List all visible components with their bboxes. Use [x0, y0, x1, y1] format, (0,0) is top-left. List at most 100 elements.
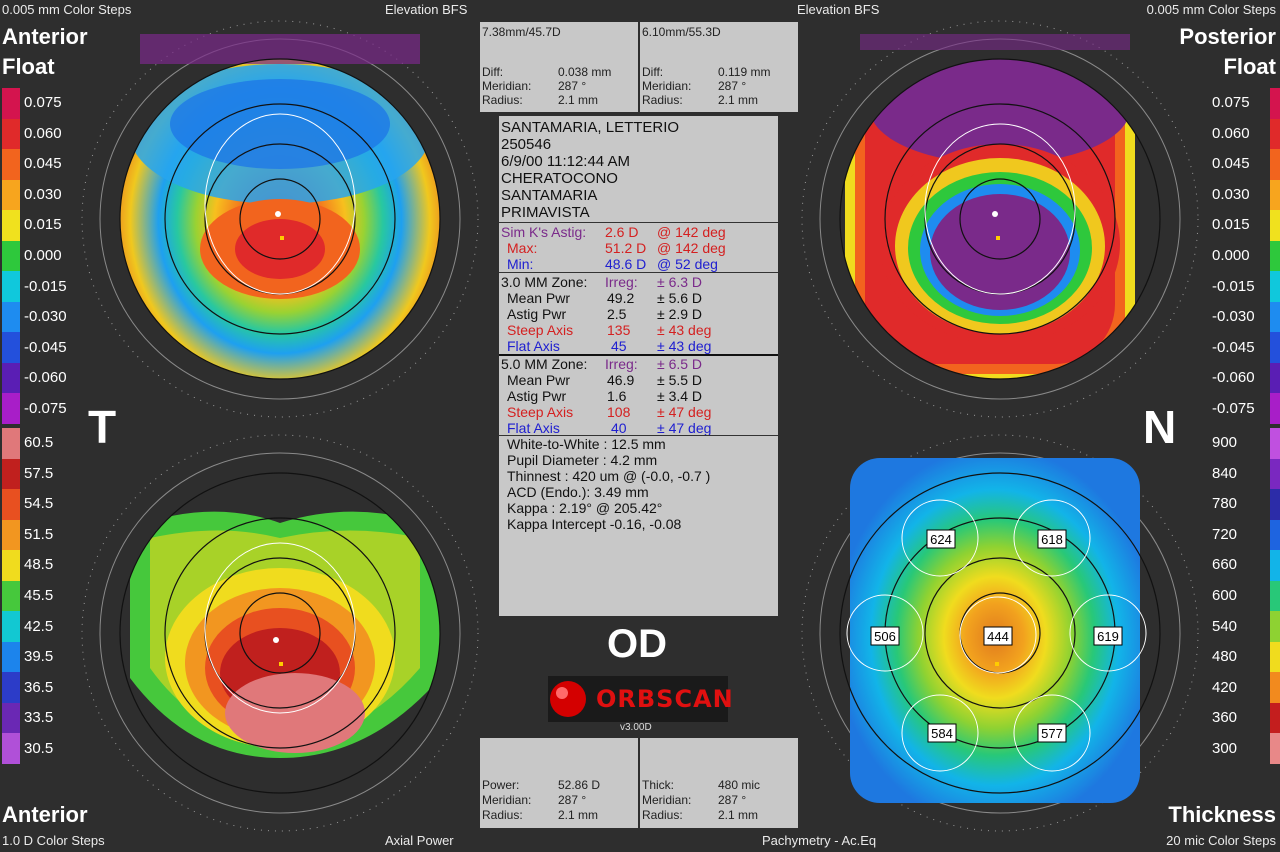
posterior-bfs-head: 6.10mm/55.3D [642, 25, 721, 39]
anterior-power-color-scale: 60.5 57.5 54.5 51.5 48.5 45.5 42.5 39.5 36.5 33.5… [2, 428, 80, 765]
scale-label: 480 [1212, 648, 1238, 666]
scale-swatch [2, 362, 20, 394]
probe-label: Thick: [642, 778, 675, 792]
diagnosis: CHERATOCONO [501, 170, 618, 187]
pupil-diameter: Pupil Diameter : 4.2 mm [507, 452, 658, 468]
zone5-row-label: Mean Pwr [507, 372, 571, 388]
scale-swatch [2, 611, 20, 643]
scale-label: 54.5 [24, 495, 54, 513]
pachy-value-center: 444 [987, 629, 1009, 644]
scale-swatch [2, 672, 20, 704]
scale-label: 0.075 [1212, 94, 1250, 112]
tr-elevation-bfs: Elevation BFS [797, 2, 880, 17]
simk-astig-label: Sim K's Astig: [501, 224, 587, 240]
probe-label: Meridian: [642, 793, 692, 807]
probe-label: Radius: [642, 93, 683, 107]
scale-swatch [1270, 118, 1280, 150]
tl-elevation-bfs: Elevation BFS [385, 2, 468, 17]
scale-label: 51.5 [24, 525, 54, 543]
scale-label: 0.045 [1212, 155, 1250, 173]
scale-label: 57.5 [24, 464, 54, 482]
zone5-row-label: Astig Pwr [507, 388, 567, 404]
zone3-row-label: Mean Pwr [507, 290, 571, 306]
kappa-intercept: Kappa Intercept -0.16, -0.08 [507, 516, 682, 532]
anterior-float-map[interactable] [70, 14, 490, 424]
visit-type: PRIMAVISTA [501, 204, 590, 221]
scale-swatch [1270, 458, 1280, 490]
scale-swatch [2, 149, 20, 181]
scale-label: 720 [1212, 525, 1238, 543]
title-posterior-float-line1: Posterior [1179, 24, 1276, 49]
scale-swatch [2, 393, 20, 425]
zone3-head: 3.0 MM Zone: [501, 274, 588, 290]
scale-label: 900 [1212, 434, 1238, 452]
scale-swatch [1270, 149, 1280, 181]
scale-label: 420 [1212, 678, 1238, 696]
white-to-white: White-to-White : 12.5 mm [507, 436, 666, 452]
scale-label: 0.015 [1212, 216, 1250, 234]
title-anterior-float-line2: Float [2, 54, 55, 79]
scale-label: -0.030 [24, 308, 67, 326]
zone3-row-sd: ± 43 deg [657, 322, 712, 338]
scale-label: -0.030 [1212, 308, 1255, 326]
scale-swatch [2, 179, 20, 211]
zone3-row-value: 49.2 [607, 290, 635, 306]
scale-swatch [2, 489, 20, 521]
scale-label: 60.5 [24, 434, 54, 452]
anterior-chamber-depth: ACD (Endo.): 3.49 mm [507, 484, 649, 500]
zone5-row-value: 108 [607, 404, 631, 420]
pachy-value-left: 506 [874, 629, 896, 644]
scale-label: -0.015 [24, 277, 67, 295]
exam-summary-panel: SANTAMARIA, LETTERIO 250546 6/9/00 11:12… [499, 116, 778, 616]
probe-label: Radius: [482, 93, 523, 107]
scale-swatch [2, 641, 20, 673]
pachymetry-map[interactable]: 624 618 506 619 444 584 577 [790, 428, 1210, 838]
posterior-float-color-scale: 0.075 0.060 0.045 0.030 0.015 0.000 -0.015 -0.0… [1210, 88, 1280, 425]
probe-value: 2.1 mm [558, 93, 599, 107]
probe-value: 52.86 D [558, 778, 601, 792]
simk-astig-axis: @ 142 deg [657, 224, 726, 240]
zone3-row-label: Astig Pwr [507, 306, 567, 322]
scale-swatch [1270, 611, 1280, 643]
scale-swatch [2, 702, 20, 734]
scale-label: 0.015 [24, 216, 62, 234]
zone3-row-label: Steep Axis [507, 322, 574, 338]
scale-label: 39.5 [24, 648, 54, 666]
posterior-float-map[interactable] [790, 14, 1210, 424]
scale-label: 360 [1212, 709, 1238, 727]
scale-swatch [2, 271, 20, 303]
scale-swatch [1270, 240, 1280, 272]
probe-value: 287 ° [558, 79, 587, 93]
title-anterior-power: Anterior [2, 802, 88, 827]
probe-value: 2.1 mm [558, 808, 599, 822]
scale-label: 0.045 [24, 155, 62, 173]
zone5-row-sd: ± 47 deg [657, 404, 712, 420]
probe-label: Meridian: [482, 79, 532, 93]
probe-value: 480 mic [718, 778, 761, 792]
zone3-row-sd: ± 2.9 D [657, 306, 703, 322]
scale-label: 36.5 [24, 678, 54, 696]
posterior-probe-box: 6.10mm/55.3D Diff: 0.119 mm Meridian: 28… [640, 22, 798, 112]
scale-label: -0.045 [24, 338, 67, 356]
nasal-label: N [1143, 401, 1177, 453]
pachy-value-upper-left: 624 [930, 532, 952, 547]
probe-value: 287 ° [558, 793, 587, 807]
pachy-value-lower-left: 584 [931, 726, 953, 741]
zone5-row-sd: ± 3.4 D [657, 388, 703, 404]
scale-label: 0.000 [1212, 247, 1250, 264]
software-version: v3.00D [620, 722, 652, 733]
scale-swatch [1270, 362, 1280, 394]
eye-label: OD [607, 622, 667, 666]
scale-swatch [1270, 88, 1280, 119]
scale-label: -0.075 [24, 399, 67, 417]
zone3-row-value: 45 [611, 338, 627, 354]
scale-swatch [1270, 393, 1280, 425]
scale-swatch [2, 580, 20, 612]
kappa: Kappa : 2.19° @ 205.42° [507, 500, 663, 516]
exam-datetime: 6/9/00 11:12:44 AM [501, 153, 630, 170]
probe-value: 287 ° [718, 793, 747, 807]
axial-power-map[interactable] [70, 428, 490, 838]
scale-swatch [1270, 672, 1280, 704]
thinnest-point: Thinnest : 420 um @ (-0.0, -0.7 ) [507, 468, 711, 484]
probe-label: Meridian: [482, 793, 532, 807]
